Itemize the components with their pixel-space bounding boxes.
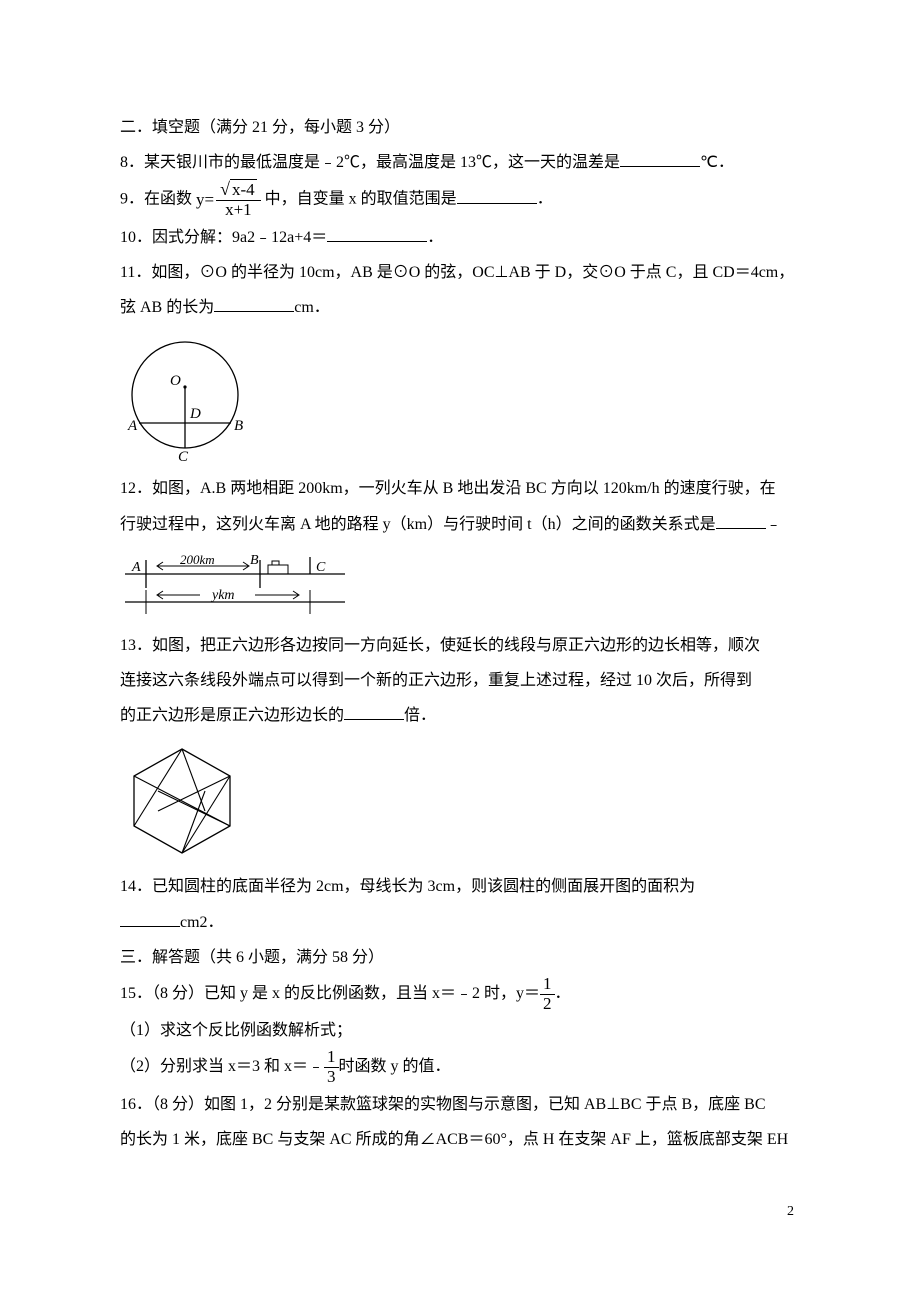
question-16-line2: 的长为 1 米，底座 BC 与支架 AC 所成的角∠ACB＝60°，点 H 在支… bbox=[120, 1122, 800, 1157]
question-13-line3: 的正六边形是原正六边形边长的 倍． bbox=[120, 698, 800, 733]
page-number: 2 bbox=[120, 1197, 800, 1228]
label-B: B bbox=[234, 418, 243, 434]
q9-blank bbox=[457, 185, 537, 204]
question-13-line2: 连接这六条线段外端点可以得到一个新的正六边形，重复上述过程，经过 10 次后，所… bbox=[120, 663, 800, 698]
distance-diagram-svg: A B C 200km ykm bbox=[120, 550, 350, 620]
q13-text-pre: 的正六边形是原正六边形边长的 bbox=[120, 707, 344, 724]
q8-blank bbox=[620, 149, 700, 168]
q12-blank bbox=[716, 510, 766, 529]
question-13-line1: 13．如图，把正六边形各边按同一方向延长，使延长的线段与原正六边形的边长相等，顺… bbox=[120, 628, 800, 663]
question-11-line1: 11．如图，⊙O 的半径为 10cm，AB 是⊙O 的弦，OC⊥AB 于 D，交… bbox=[120, 255, 800, 290]
q15-text-post: ． bbox=[555, 985, 571, 1002]
q11-blank bbox=[214, 294, 294, 313]
q11-text-pre: 弦 AB 的长为 bbox=[120, 299, 214, 316]
q15-text-pre: 15．（8 分）已知 y 是 x 的反比例函数，且当 x＝﹣2 时，y＝ bbox=[120, 985, 540, 1002]
q9-denominator: x+1 bbox=[221, 201, 256, 220]
label-ykm: ykm bbox=[210, 588, 235, 603]
q15-2-frac: 13 bbox=[324, 1048, 339, 1086]
section-3-heading: 三．解答题（共 6 小题，满分 58 分） bbox=[120, 940, 800, 975]
label-D: D bbox=[189, 406, 201, 422]
question-12-line1: 12．如图，A.B 两地相距 200km，一列火车从 B 地出发沿 BC 方向以… bbox=[120, 471, 800, 506]
question-16-line1: 16．（8 分）如图 1，2 分别是某款篮球架的实物图与示意图，已知 AB⊥BC… bbox=[120, 1087, 800, 1122]
q15-2-text-pre: （2）分别求当 x＝3 和 x＝﹣ bbox=[120, 1058, 324, 1075]
q10-text-pre: 10．因式分解：9a2﹣12a+4＝ bbox=[120, 229, 327, 246]
figure-q13 bbox=[120, 741, 800, 861]
q11-text-post: cm． bbox=[294, 299, 330, 316]
label-B-12: B bbox=[250, 553, 259, 568]
question-12-line2: 行驶过程中，这列火车离 A 地的路程 y（km）与行驶时间 t（h）之间的函数关… bbox=[120, 507, 800, 542]
hexagon-svg bbox=[120, 741, 245, 861]
label-O: O bbox=[170, 373, 181, 389]
q8-text-post: ℃． bbox=[700, 154, 734, 171]
label-A: A bbox=[127, 418, 138, 434]
q9-fraction: y= √x-4 x+1 bbox=[196, 180, 261, 219]
section-2-heading: 二．填空题（满分 21 分，每小题 3 分） bbox=[120, 110, 800, 145]
question-14-line1: 14．已知圆柱的底面半径为 2cm，母线长为 3cm，则该圆柱的侧面展开图的面积… bbox=[120, 869, 800, 904]
q14-blank bbox=[120, 908, 180, 927]
figure-q11: O D A B C bbox=[120, 333, 800, 463]
question-15-sub1: （1）求这个反比例函数解析式； bbox=[120, 1013, 800, 1048]
question-15-sub2: （2）分别求当 x＝3 和 x＝﹣13时函数 y 的值． bbox=[120, 1048, 800, 1086]
question-11-line2: 弦 AB 的长为 cm． bbox=[120, 290, 800, 325]
q12-text-pre: 行驶过程中，这列火车离 A 地的路程 y（km）与行驶时间 t（h）之间的函数关… bbox=[120, 516, 716, 533]
q13-text-post: 倍． bbox=[404, 707, 436, 724]
question-8: 8．某天银川市的最低温度是﹣2℃，最高温度是 13℃，这一天的温差是 ℃． bbox=[120, 145, 800, 180]
question-9: 9．在函数 y= √x-4 x+1 中，自变量 x 的取值范围是 ． bbox=[120, 180, 800, 219]
q12-dash: ﹣ bbox=[766, 516, 782, 533]
figure-q12: A B C 200km ykm bbox=[120, 550, 800, 620]
label-C-12: C bbox=[316, 560, 326, 575]
q9-text-post: ． bbox=[537, 191, 553, 208]
label-200km: 200km bbox=[180, 552, 215, 567]
q10-blank bbox=[327, 223, 427, 242]
label-C: C bbox=[178, 449, 189, 463]
page: 二．填空题（满分 21 分，每小题 3 分） 8．某天银川市的最低温度是﹣2℃，… bbox=[0, 0, 920, 1278]
q15-2-text-post: 时函数 y 的值． bbox=[339, 1058, 451, 1075]
circle-chord-svg: O D A B C bbox=[120, 333, 260, 463]
q13-blank bbox=[344, 702, 404, 721]
q9-radicand: x-4 bbox=[230, 179, 257, 199]
question-10: 10．因式分解：9a2﹣12a+4＝ ． bbox=[120, 220, 800, 255]
q10-text-post: ． bbox=[427, 229, 443, 246]
question-15: 15．（8 分）已知 y 是 x 的反比例函数，且当 x＝﹣2 时，y＝12． bbox=[120, 975, 800, 1013]
label-A-12: A bbox=[131, 560, 141, 575]
q9-text-mid: 中，自变量 x 的取值范围是 bbox=[265, 191, 457, 208]
q14-text-post: cm2． bbox=[180, 914, 224, 931]
q8-text-pre: 8．某天银川市的最低温度是﹣2℃，最高温度是 13℃，这一天的温差是 bbox=[120, 154, 620, 171]
q9-text-pre: 9．在函数 bbox=[120, 191, 192, 208]
question-14-line2: cm2． bbox=[120, 905, 800, 940]
q15-frac: 12 bbox=[540, 975, 555, 1013]
